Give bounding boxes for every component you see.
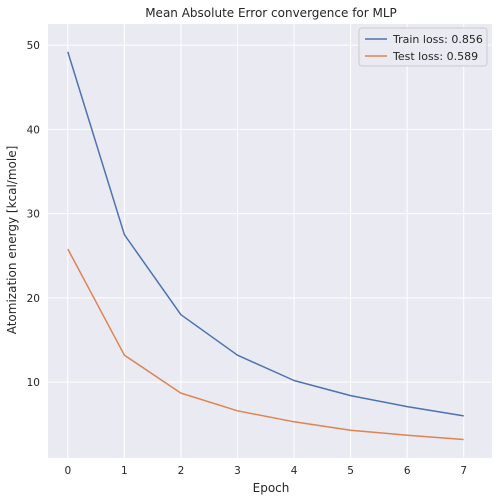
x-tick-label-0: 0 — [64, 465, 71, 477]
legend-label-0: Train loss: 0.856 — [392, 33, 483, 46]
x-tick-label-4: 4 — [291, 465, 298, 477]
x-axis-ticks: 0 1 2 3 4 5 6 7 — [64, 465, 467, 477]
y-tick-label-1: 20 — [27, 293, 40, 305]
x-tick-label-1: 1 — [121, 465, 128, 477]
chart-title: Mean Absolute Error convergence for MLP — [145, 6, 397, 20]
x-tick-label-7: 7 — [460, 465, 467, 477]
x-tick-label-3: 3 — [234, 465, 241, 477]
y-axis-ticks: 10 20 30 40 50 — [27, 40, 40, 389]
series-line-0 — [67, 51, 464, 417]
x-tick-label-2: 2 — [178, 465, 185, 477]
legend-box — [358, 27, 488, 67]
x-tick-label-6: 6 — [404, 465, 411, 477]
legend-label-1: Test loss: 0.589 — [392, 50, 478, 63]
y-tick-label-2: 30 — [27, 209, 40, 221]
plot-area — [48, 24, 492, 458]
y-tick-label-4: 50 — [27, 40, 40, 52]
y-axis-label: Atomization energy [kcal/mole] — [5, 146, 19, 335]
x-tick-label-5: 5 — [347, 465, 354, 477]
y-tick-label-0: 10 — [27, 377, 40, 389]
y-tick-label-3: 40 — [27, 124, 40, 136]
series-line-1 — [67, 248, 464, 441]
series-layer — [67, 51, 464, 441]
legend: Train loss: 0.856 Test loss: 0.589 — [358, 27, 488, 67]
x-axis-label: Epoch — [253, 481, 290, 495]
